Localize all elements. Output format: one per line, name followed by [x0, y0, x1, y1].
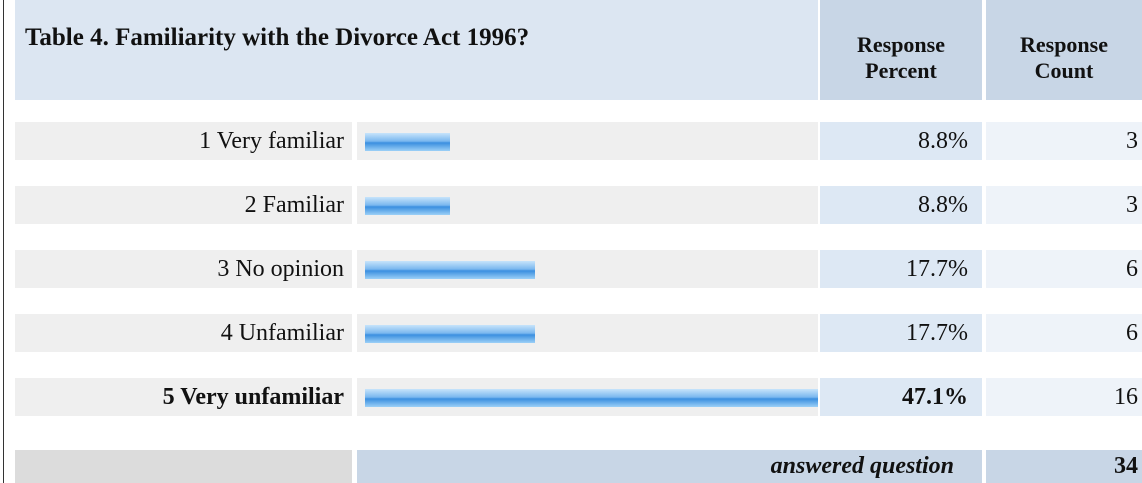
- row-label: 3 No opinion: [15, 250, 352, 288]
- bar-cell: [357, 314, 818, 352]
- table-title: Table 4. Familiarity with the Divorce Ac…: [15, 0, 818, 100]
- row-label: 4 Unfamiliar: [15, 314, 352, 352]
- bar-cell: [357, 186, 818, 224]
- bar-cell: [357, 122, 818, 160]
- bar: [365, 133, 450, 151]
- percent: 8.8%: [820, 122, 982, 160]
- percent: 17.7%: [820, 250, 982, 288]
- count: 6: [986, 250, 1142, 288]
- left-border: [3, 0, 4, 483]
- footer-label: answered question: [357, 450, 982, 483]
- bar: [365, 261, 536, 279]
- row-label: 2 Familiar: [15, 186, 352, 224]
- footer-blank: [15, 450, 352, 483]
- column-header: Response Percent: [820, 0, 982, 100]
- bar-cell: [357, 378, 818, 416]
- bar: [365, 325, 536, 343]
- footer-count: 34: [986, 450, 1142, 483]
- percent: 8.8%: [820, 186, 982, 224]
- bar: [365, 389, 818, 407]
- count: 6: [986, 314, 1142, 352]
- bar-cell: [357, 250, 818, 288]
- column-header: Response Count: [986, 0, 1142, 100]
- row-label: 1 Very familiar: [15, 122, 352, 160]
- row-label: 5 Very unfamiliar: [15, 378, 352, 416]
- count: 3: [986, 186, 1142, 224]
- bar: [365, 197, 450, 215]
- percent: 17.7%: [820, 314, 982, 352]
- count: 3: [986, 122, 1142, 160]
- percent: 47.1%: [820, 378, 982, 416]
- count: 16: [986, 378, 1142, 416]
